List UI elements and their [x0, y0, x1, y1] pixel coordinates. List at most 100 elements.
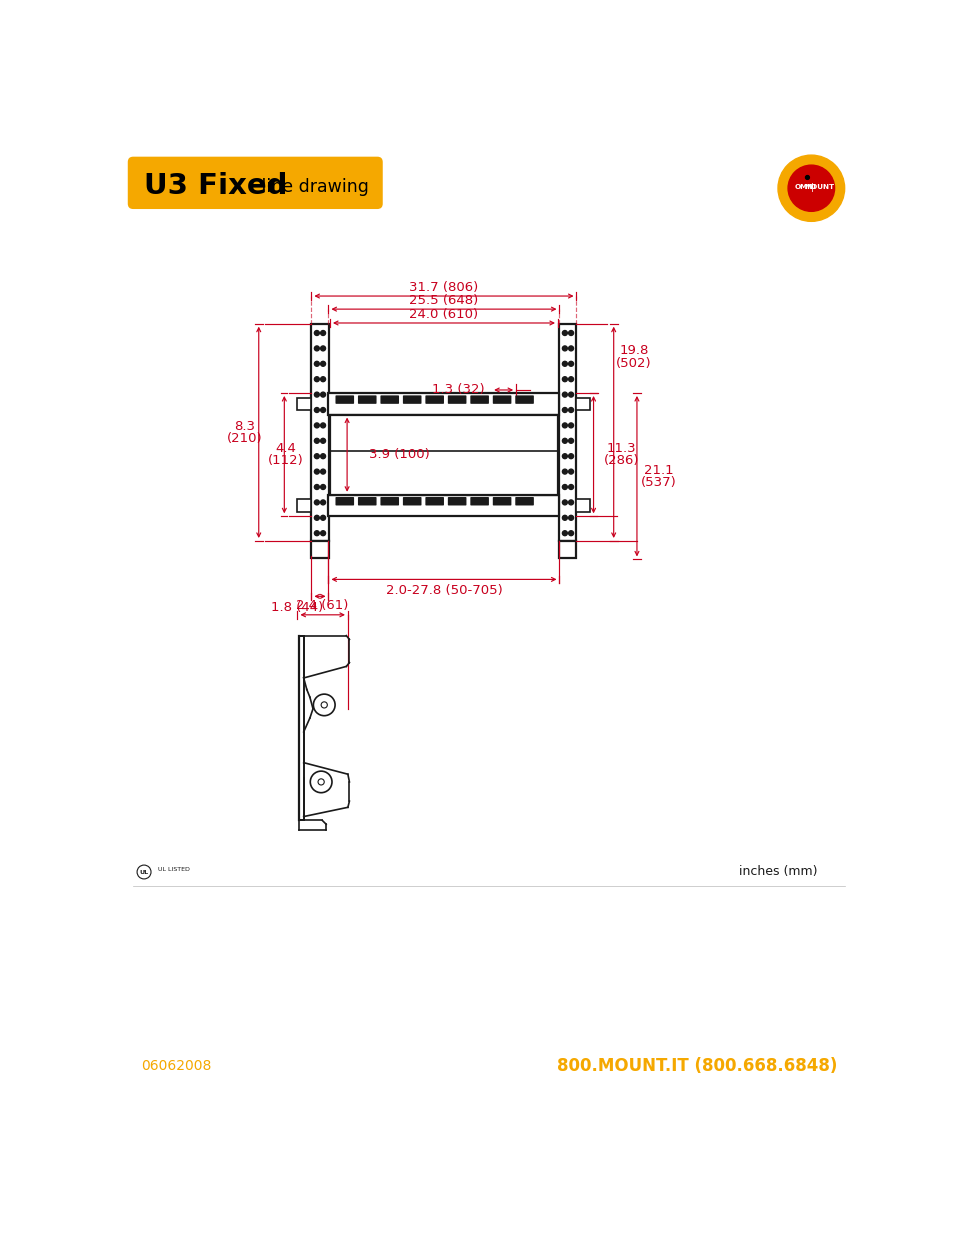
Circle shape [320, 515, 325, 520]
Circle shape [320, 362, 325, 367]
Text: 800.MOUNT.IT (800.668.6848): 800.MOUNT.IT (800.668.6848) [556, 1057, 836, 1074]
Text: (502): (502) [616, 357, 651, 369]
Circle shape [568, 346, 573, 351]
Bar [576, 398, 590, 410]
Circle shape [568, 453, 573, 458]
Circle shape [562, 469, 567, 474]
Circle shape [562, 362, 567, 367]
Circle shape [568, 500, 573, 505]
FancyBboxPatch shape [447, 395, 466, 404]
FancyBboxPatch shape [493, 395, 511, 404]
Text: 1.3 (32): 1.3 (32) [432, 384, 484, 396]
FancyBboxPatch shape [515, 496, 534, 505]
FancyBboxPatch shape [470, 496, 488, 505]
FancyBboxPatch shape [357, 496, 376, 505]
Text: UL LISTED: UL LISTED [158, 867, 190, 872]
Circle shape [562, 438, 567, 443]
Circle shape [562, 393, 567, 398]
FancyBboxPatch shape [335, 395, 354, 404]
Circle shape [314, 346, 319, 351]
Text: (210): (210) [227, 432, 262, 445]
Bar [558, 541, 576, 558]
Bar [328, 393, 558, 415]
Circle shape [568, 408, 573, 412]
Circle shape [320, 346, 325, 351]
Circle shape [314, 422, 319, 427]
Text: 8.3: 8.3 [234, 420, 255, 432]
Circle shape [568, 362, 573, 367]
Circle shape [562, 422, 567, 427]
Text: 2.0-27.8 (50-705): 2.0-27.8 (50-705) [385, 584, 502, 597]
FancyBboxPatch shape [515, 395, 534, 404]
Circle shape [320, 484, 325, 489]
Circle shape [568, 531, 573, 536]
Text: 25.5 (648): 25.5 (648) [409, 294, 478, 308]
Text: 06062008: 06062008 [141, 1060, 212, 1073]
Circle shape [562, 331, 567, 336]
Bar [298, 636, 303, 820]
Circle shape [568, 393, 573, 398]
Circle shape [320, 408, 325, 412]
Circle shape [320, 453, 325, 458]
Text: U3 Fixed: U3 Fixed [144, 172, 287, 200]
Text: inches (mm): inches (mm) [739, 866, 817, 878]
Text: line drawing: line drawing [255, 179, 368, 196]
FancyBboxPatch shape [402, 496, 421, 505]
Text: 11.3: 11.3 [606, 442, 636, 454]
FancyBboxPatch shape [425, 496, 443, 505]
Text: (112): (112) [268, 454, 303, 467]
Bar [297, 398, 311, 410]
Circle shape [568, 484, 573, 489]
Circle shape [314, 469, 319, 474]
Text: 4.4: 4.4 [275, 442, 296, 454]
Circle shape [787, 165, 834, 211]
Circle shape [568, 469, 573, 474]
FancyBboxPatch shape [493, 496, 511, 505]
Bar [297, 499, 311, 511]
Text: (537): (537) [640, 475, 676, 489]
Circle shape [804, 175, 808, 179]
FancyBboxPatch shape [402, 395, 421, 404]
Circle shape [562, 377, 567, 382]
FancyBboxPatch shape [380, 496, 398, 505]
Text: 24.0 (610): 24.0 (610) [409, 308, 478, 321]
FancyBboxPatch shape [128, 157, 382, 209]
Circle shape [568, 515, 573, 520]
FancyBboxPatch shape [380, 395, 398, 404]
Circle shape [314, 393, 319, 398]
Circle shape [320, 531, 325, 536]
Circle shape [568, 331, 573, 336]
Text: 21.1: 21.1 [643, 463, 673, 477]
FancyBboxPatch shape [357, 395, 376, 404]
Text: UL: UL [139, 869, 149, 874]
Circle shape [562, 346, 567, 351]
Circle shape [320, 469, 325, 474]
Text: MOUNT: MOUNT [803, 184, 833, 190]
Circle shape [562, 531, 567, 536]
Bar [311, 324, 328, 541]
Bar [576, 499, 590, 511]
FancyBboxPatch shape [335, 496, 354, 505]
Circle shape [314, 362, 319, 367]
Circle shape [320, 331, 325, 336]
Circle shape [314, 531, 319, 536]
Text: 31.7 (806): 31.7 (806) [409, 282, 478, 294]
Circle shape [314, 453, 319, 458]
Circle shape [314, 377, 319, 382]
Circle shape [320, 438, 325, 443]
Circle shape [562, 408, 567, 412]
Circle shape [314, 500, 319, 505]
Circle shape [314, 438, 319, 443]
Circle shape [314, 515, 319, 520]
FancyBboxPatch shape [470, 395, 488, 404]
Bar [311, 541, 328, 558]
Circle shape [320, 422, 325, 427]
Circle shape [568, 422, 573, 427]
Circle shape [562, 515, 567, 520]
Text: (286): (286) [603, 454, 639, 467]
Text: 1.8 (44): 1.8 (44) [271, 600, 323, 614]
Circle shape [320, 393, 325, 398]
Circle shape [320, 377, 325, 382]
Circle shape [314, 484, 319, 489]
Bar [328, 495, 558, 516]
